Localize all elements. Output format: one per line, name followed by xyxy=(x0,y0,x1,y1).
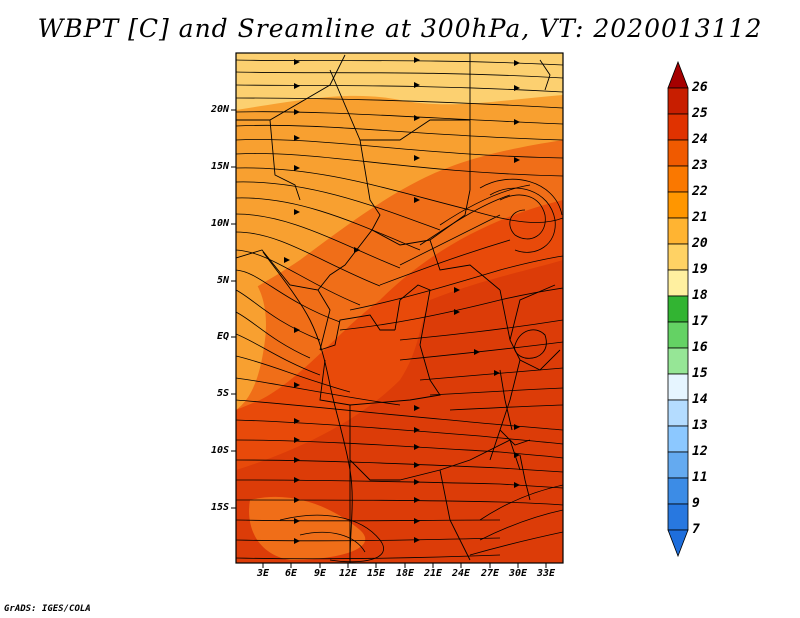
colorbar-segment-11 xyxy=(667,451,689,479)
lon-label-30e: 30E xyxy=(508,568,528,579)
temperature-field xyxy=(236,53,563,563)
field-pale-north xyxy=(236,53,563,110)
colorbar-label-18: 18 xyxy=(692,288,708,303)
colorbar-label-26: 26 xyxy=(692,80,708,95)
field-light-band xyxy=(236,53,563,300)
colorbar-label-22: 22 xyxy=(692,184,708,199)
colorbar-label-21: 21 xyxy=(692,210,708,225)
field-deep-east xyxy=(236,260,563,563)
colorbar-label-7: 7 xyxy=(692,522,700,537)
colorbar-segment-12 xyxy=(667,425,689,453)
colorbar-segment-24 xyxy=(667,113,689,141)
lat-label-5n: 5N xyxy=(216,275,229,286)
colorbar-label-12: 12 xyxy=(692,444,708,459)
colorbar-segment-23 xyxy=(667,139,689,167)
lon-label-9e: 9E xyxy=(313,568,327,579)
colorbar-label-9: 9 xyxy=(692,496,700,511)
colorbar-label-11: 11 xyxy=(692,470,708,485)
colorbar-segment-9 xyxy=(667,477,689,505)
colorbar-top-arrow xyxy=(667,60,689,89)
lon-label-15e: 15E xyxy=(366,568,386,579)
lat-label-15s: 15S xyxy=(210,502,229,513)
colorbar-label-14: 14 xyxy=(692,392,708,407)
credit-text: GrADS: IGES/COLA xyxy=(4,604,91,614)
colorbar-label-15: 15 xyxy=(692,366,708,381)
lat-label-5s: 5S xyxy=(216,388,229,399)
streamlines xyxy=(236,59,563,563)
colorbar-segment-18 xyxy=(667,269,689,297)
colorbar-segment-25 xyxy=(667,87,689,115)
colorbar-label-20: 20 xyxy=(692,236,708,251)
colorbar-label-23: 23 xyxy=(692,158,708,173)
lon-label-12e: 12E xyxy=(338,568,358,579)
lake-outlines xyxy=(499,329,547,501)
colorbar-label-19: 19 xyxy=(692,262,708,277)
lon-label-6e: 6E xyxy=(284,568,298,579)
colorbar-segment-19 xyxy=(667,243,689,271)
colorbar-label-24: 24 xyxy=(692,132,708,147)
lon-label-33e: 33E xyxy=(536,568,556,579)
colorbar-segment-20 xyxy=(667,217,689,245)
country-borders xyxy=(236,53,561,563)
colorbar-segment-17 xyxy=(667,295,689,323)
streamline-arrows xyxy=(284,57,520,544)
lat-label-15n: 15N xyxy=(210,161,229,172)
lat-label-10n: 10N xyxy=(210,218,229,229)
lon-label-27e: 27E xyxy=(480,568,500,579)
colorbar-segment-22 xyxy=(667,165,689,193)
colorbar xyxy=(667,60,689,558)
colorbar-label-25: 25 xyxy=(692,106,708,121)
colorbar-segment-21 xyxy=(667,191,689,219)
lon-label-24e: 24E xyxy=(451,568,471,579)
colorbar-label-17: 17 xyxy=(692,314,708,329)
lon-label-18e: 18E xyxy=(395,568,415,579)
lat-label-10s: 10S xyxy=(210,445,229,456)
field-warm-south xyxy=(249,496,366,560)
colorbar-segment-13 xyxy=(667,399,689,427)
axis-ticks xyxy=(231,109,547,568)
colorbar-label-16: 16 xyxy=(692,340,708,355)
colorbar-segment-14 xyxy=(667,373,689,401)
lon-label-3e: 3E xyxy=(256,568,270,579)
colorbar-segment-15 xyxy=(667,347,689,375)
colorbar-segment-16 xyxy=(667,321,689,349)
colorbar-segment-7 xyxy=(667,503,689,531)
colorbar-bottom-arrow xyxy=(667,529,689,558)
map-frame xyxy=(235,52,564,564)
lon-label-21e: 21E xyxy=(423,568,443,579)
lat-label-20n: 20N xyxy=(210,104,229,115)
map-title: WBPT [C] and Sreamline at 300hPa, VT: 20… xyxy=(37,14,763,43)
colorbar-label-13: 13 xyxy=(692,418,708,433)
lat-label-eq: EQ xyxy=(216,331,229,342)
